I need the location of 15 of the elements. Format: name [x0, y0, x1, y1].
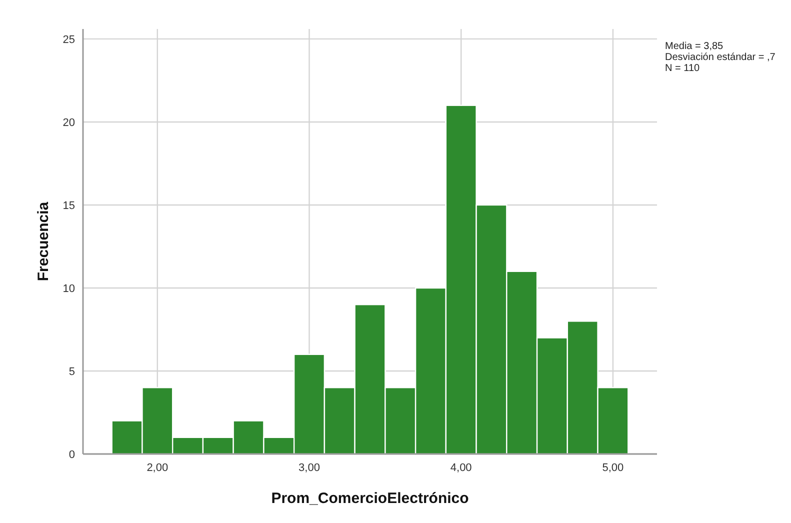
x-tick-label: 3,00: [298, 462, 320, 474]
text: Media = 3,85: [665, 41, 724, 52]
x-tick-label: 4,00: [450, 462, 472, 474]
y-tick-label: 0: [68, 449, 75, 461]
y-tick-label: 25: [62, 34, 75, 46]
x-axis-title: Prom_ComercioElectrónico: [271, 490, 469, 507]
y-tick-label: 20: [62, 116, 75, 129]
text: N = 110: [665, 63, 700, 74]
text: Desviación estándar = ,7: [665, 52, 776, 63]
y-tick-label: 5: [68, 366, 75, 378]
x-tick-label: 5,00: [602, 462, 624, 474]
x-tick-label: 2,00: [146, 462, 168, 474]
y-tick-label: 10: [62, 282, 75, 295]
y-axis-title: Frecuencia: [35, 201, 52, 282]
y-tick-label: 15: [62, 200, 75, 212]
